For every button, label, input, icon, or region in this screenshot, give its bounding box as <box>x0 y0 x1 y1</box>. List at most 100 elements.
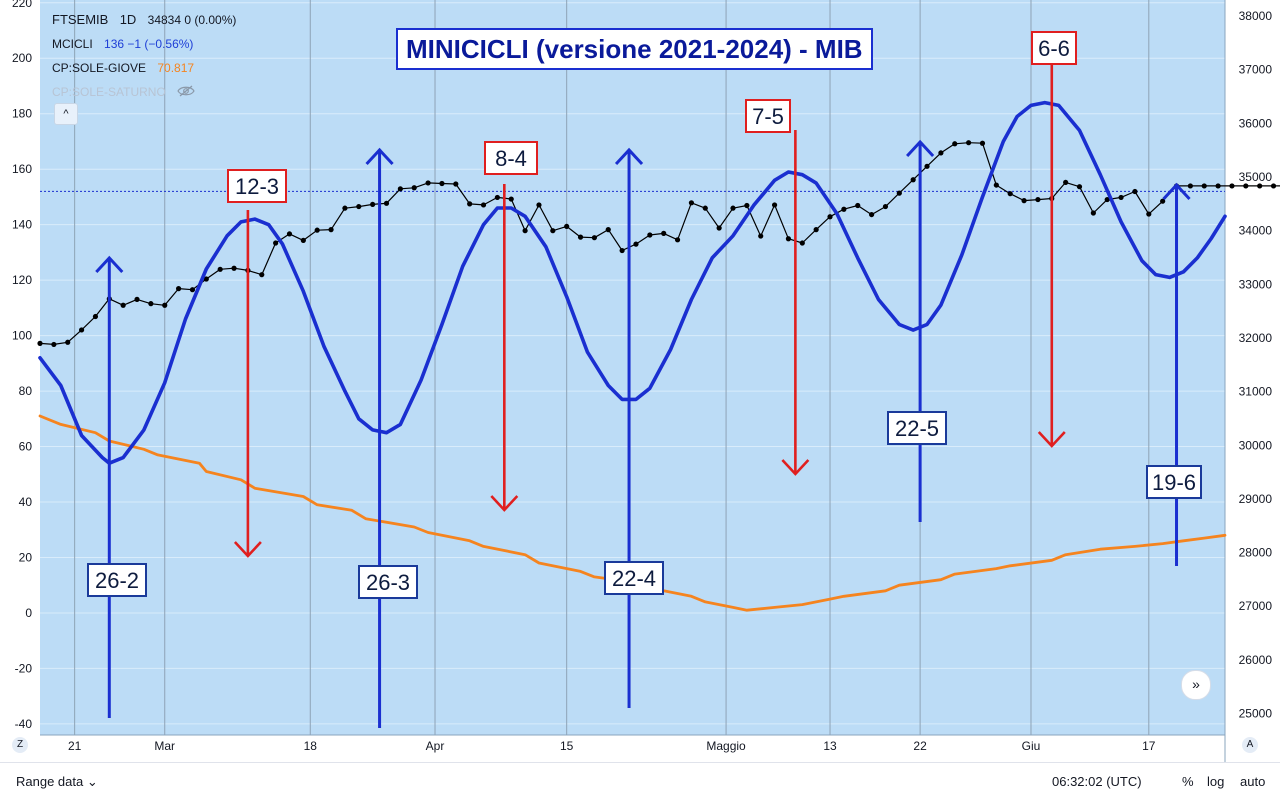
left-tick-label: 0 <box>25 606 32 620</box>
eye-off-icon[interactable] <box>177 81 195 105</box>
legend-row-saturno[interactable]: CP:SOLE-SATURNO <box>52 80 236 105</box>
cycle-arrow-19-6[interactable]: 19-6 <box>1146 182 1202 566</box>
range-data-dropdown[interactable]: Range data ⌄ <box>16 774 98 790</box>
cycle-arrow-26-3[interactable]: 26-3 <box>358 147 418 728</box>
x-tick-label: 22 <box>913 739 927 753</box>
range-data-label[interactable]: Range data <box>16 774 84 789</box>
price-point <box>688 200 695 206</box>
clock-time[interactable]: 06:32:02 (UTC) <box>1052 774 1142 789</box>
price-point <box>1146 211 1152 217</box>
legend-row-symbol[interactable]: FTSEMIB 1D 34834 0 (0.00%) <box>52 8 236 32</box>
price-point <box>1243 183 1249 189</box>
price-point <box>813 227 819 233</box>
price-point <box>716 225 722 231</box>
x-tick-label: Mar <box>154 739 175 753</box>
price-point <box>785 236 792 242</box>
price-point <box>1104 196 1110 203</box>
date-label: 8-4 <box>495 146 527 171</box>
right-axis: 25000 26000 27000 28000 29000 30000 31000 32000… <box>1239 9 1273 720</box>
price-point <box>1035 196 1041 203</box>
price-point <box>273 240 279 246</box>
left-tick-label: 120 <box>12 273 32 287</box>
price-point <box>148 301 154 307</box>
cycle-arrow-12-3[interactable]: 12-3 <box>227 169 287 558</box>
percent-toggle[interactable]: % <box>1182 774 1194 789</box>
price-point <box>51 341 57 348</box>
chevron-down-icon[interactable]: ⌄ <box>86 774 98 789</box>
price-point <box>189 287 196 293</box>
date-label: 12-3 <box>235 174 279 199</box>
arrow-head-down <box>490 495 519 512</box>
price-point <box>702 205 708 211</box>
left-tick-label: 20 <box>19 550 33 564</box>
right-tick-label: 25000 <box>1239 707 1273 721</box>
price-point <box>425 180 431 186</box>
price-point <box>647 232 653 238</box>
right-tick-label: 38000 <box>1239 9 1273 23</box>
legend-saturno-name[interactable]: CP:SOLE-SATURNO <box>52 85 166 99</box>
right-tick-label: 31000 <box>1239 385 1273 399</box>
date-box <box>358 565 418 599</box>
price-point <box>827 214 833 220</box>
price-point <box>924 163 930 169</box>
legend-collapse-button[interactable]: ^ <box>54 103 78 125</box>
price-point <box>910 177 916 183</box>
annotation-layer: 26-2 12-3 26-3 8-4 22-4 7-5 22-5 6-6 19-6 <box>87 31 1202 728</box>
price-point <box>1201 183 1207 189</box>
cycle-arrow-8-4[interactable]: 8-4 <box>484 141 538 512</box>
cycle-arrow-26-2[interactable]: 26-2 <box>87 255 147 718</box>
price-point <box>217 266 223 272</box>
price-point <box>1007 191 1013 197</box>
legend-mcicli-name[interactable]: MCICLI <box>52 37 93 51</box>
date-label: 6-6 <box>1038 36 1070 61</box>
legend-giove-name[interactable]: CP:SOLE-GIOVE <box>52 61 147 75</box>
price-point <box>730 205 736 211</box>
legend-row-giove[interactable]: CP:SOLE-GIOVE 70.817 <box>52 56 236 80</box>
price-point <box>259 272 265 278</box>
price-point <box>467 201 473 207</box>
price-point <box>564 223 570 230</box>
right-tick-label: 36000 <box>1239 116 1273 130</box>
left-tick-label: 220 <box>12 0 32 10</box>
cycle-arrow-22-5[interactable]: 22-5 <box>887 139 947 522</box>
price-point <box>286 231 293 237</box>
a-label[interactable]: A <box>1242 737 1258 753</box>
price-point <box>78 327 85 333</box>
price-point <box>882 203 889 210</box>
price-point <box>508 196 514 202</box>
arrow-head-up <box>906 139 935 158</box>
date-label: 19-6 <box>1152 470 1196 495</box>
price-point <box>411 185 417 191</box>
log-toggle[interactable]: log <box>1207 774 1225 789</box>
price-point <box>342 205 348 211</box>
x-tick-label: 17 <box>1142 739 1156 753</box>
plot-area[interactable] <box>40 0 1225 735</box>
price-point <box>674 237 681 243</box>
auto-toggle[interactable]: auto <box>1240 774 1266 789</box>
date-label: 7-5 <box>752 104 784 129</box>
cycle-arrow-6-6[interactable]: 6-6 <box>1031 31 1077 448</box>
right-tick-label: 28000 <box>1239 546 1273 560</box>
price-point <box>1257 183 1263 189</box>
price-point <box>1187 183 1193 189</box>
cycle-arrow-7-5[interactable]: 7-5 <box>745 99 810 476</box>
price-point <box>1021 198 1027 204</box>
legend-symbol[interactable]: FTSEMIB <box>52 12 109 27</box>
x-tick-label: Apr <box>426 739 445 753</box>
arrow-head-down <box>233 541 262 558</box>
date-box <box>604 561 664 595</box>
double-chevron-right-icon[interactable]: » <box>1181 670 1211 700</box>
legend-timeframe[interactable]: 1D <box>119 12 137 27</box>
cycle-arrow-22-4[interactable]: 22-4 <box>604 147 664 708</box>
price-point <box>314 227 320 233</box>
price-point <box>633 241 639 247</box>
z-label[interactable]: Z <box>12 737 28 753</box>
price-point <box>938 150 944 156</box>
date-label: 26-3 <box>366 570 410 595</box>
chart[interactable]: -40 -20 0 20 40 60 80 100 120 140 160 180 200 220 250… <box>0 0 1280 762</box>
x-tick-label: Giu <box>1022 739 1041 753</box>
legend-row-mcicli[interactable]: MCICLI 136 −1 (−0.56%) <box>52 32 236 56</box>
right-tick-label: 34000 <box>1239 224 1273 238</box>
x-tick-label: Maggio <box>706 739 746 753</box>
price-point <box>896 190 902 196</box>
